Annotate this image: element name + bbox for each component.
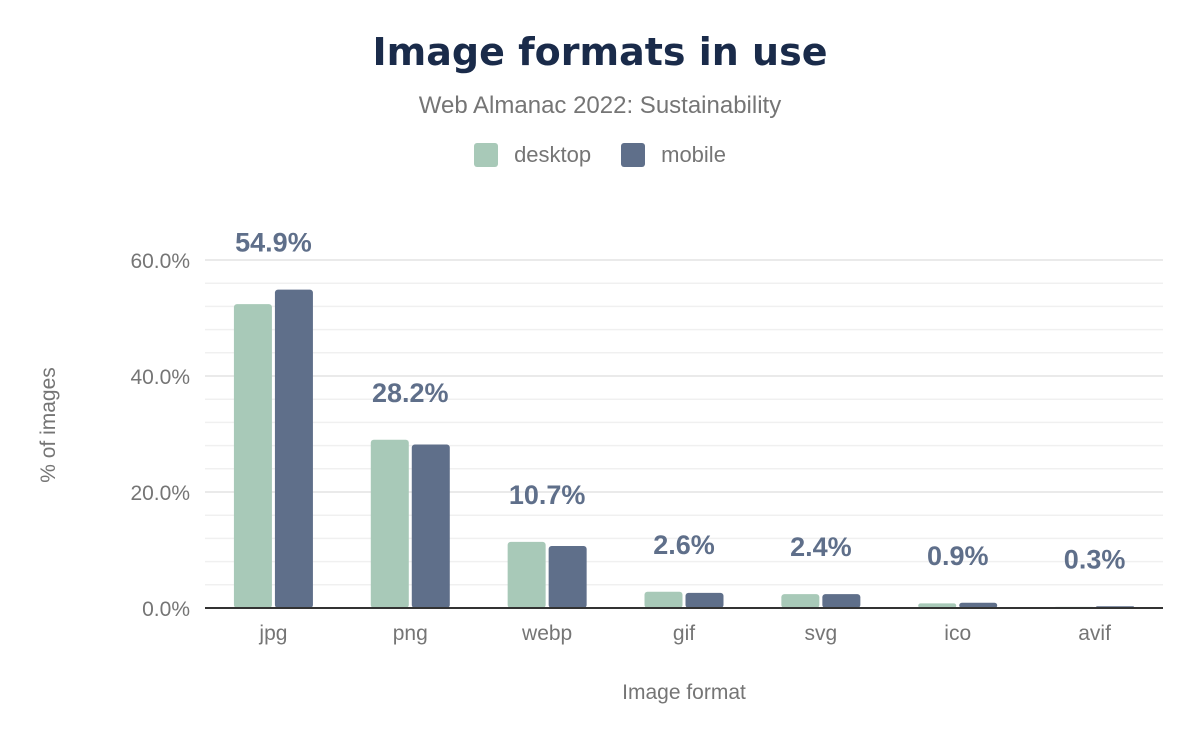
legend-item-mobile[interactable]: mobile (621, 142, 726, 168)
bar-mobile-jpg (274, 289, 313, 608)
bar-desktop-webp (507, 541, 546, 608)
x-tick-label: jpg (258, 622, 287, 645)
data-label-png: 28.2% (372, 378, 449, 408)
bar-mobile-svg (822, 594, 861, 608)
x-tick-label: svg (805, 622, 838, 645)
y-axis-title: % of images (37, 367, 60, 483)
bar-mobile-gif (685, 592, 724, 608)
x-tick-label: webp (521, 622, 572, 645)
bar-desktop-jpg (233, 304, 272, 608)
bar-desktop-svg (781, 594, 820, 608)
y-tick-label: 0.0% (142, 598, 190, 621)
legend: desktop mobile (0, 142, 1200, 168)
legend-swatch-mobile (621, 143, 646, 167)
data-label-ico: 0.9% (927, 541, 989, 571)
data-label-jpg: 54.9% (235, 228, 312, 258)
data-label-gif: 2.6% (653, 530, 715, 560)
legend-label-desktop: desktop (514, 142, 592, 167)
legend-label-mobile: mobile (661, 142, 726, 167)
chart-title: Image formats in use (372, 30, 828, 74)
x-tick-label: ico (944, 622, 971, 645)
x-tick-label: gif (673, 622, 695, 645)
x-axis-title: Image format (622, 681, 746, 704)
bar-mobile-ico (959, 602, 998, 608)
legend-swatch-desktop (474, 143, 499, 167)
data-label-avif: 0.3% (1064, 544, 1126, 574)
y-tick-label: 60.0% (130, 250, 190, 273)
data-label-svg: 2.4% (790, 532, 852, 562)
chart-subtitle: Web Almanac 2022: Sustainability (418, 92, 782, 119)
y-tick-label: 20.0% (130, 482, 190, 505)
bar-desktop-png (370, 439, 409, 608)
x-tick-label: avif (1078, 622, 1111, 645)
bar-desktop-ico (918, 603, 957, 608)
x-tick-label: png (393, 622, 428, 645)
data-label-webp: 10.7% (509, 480, 586, 510)
bar-desktop-gif (644, 591, 683, 608)
y-tick-label: 40.0% (130, 366, 190, 389)
bar-mobile-png (411, 444, 450, 608)
bar-mobile-webp (548, 545, 587, 608)
legend-item-desktop[interactable]: desktop (474, 142, 591, 168)
